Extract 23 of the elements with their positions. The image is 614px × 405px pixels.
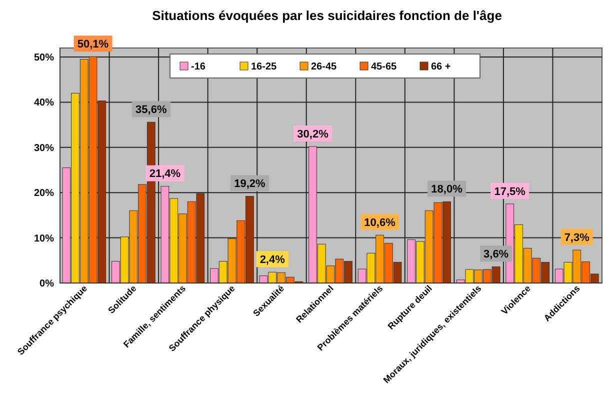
chart-title: Situations évoquées par les suicidaires fonction de l'âge <box>152 8 502 23</box>
y-tick-label: 50% <box>34 52 54 64</box>
data-label: 35,6% <box>136 104 167 116</box>
legend-label: 45-65 <box>371 62 398 72</box>
data-label: 10,6% <box>364 216 396 229</box>
legend-label: 26-45 <box>311 62 338 72</box>
legend-label: -16 <box>191 62 206 72</box>
y-tick-label: 40% <box>34 98 54 109</box>
y-tick-label: 10% <box>34 233 54 244</box>
data-label: 3,6% <box>484 248 509 261</box>
data-label: 17,5% <box>494 186 526 198</box>
data-label: 30,2% <box>297 128 329 140</box>
data-label: 18,0% <box>431 184 463 196</box>
data-label: 2,4% <box>260 254 286 266</box>
legend-label: 16-25 <box>251 62 278 72</box>
y-tick-label: 0% <box>40 278 54 290</box>
data-label: 19,2% <box>234 178 266 190</box>
y-tick-label: 30% <box>34 142 54 154</box>
legend-label: 66 + <box>431 62 451 72</box>
data-label: 7,3% <box>564 232 590 244</box>
data-label: 50,1% <box>77 38 109 50</box>
y-tick-label: 20% <box>34 188 54 200</box>
data-label: 21,4% <box>149 168 181 180</box>
